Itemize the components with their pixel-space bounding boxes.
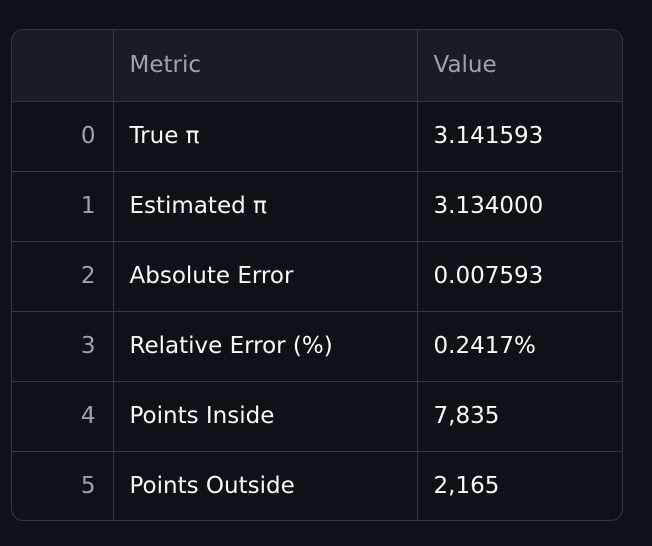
row-index: 4 <box>12 381 114 452</box>
row-index: 2 <box>12 241 114 312</box>
metrics-table: Metric Value 0 True π 3.141593 1 Estimat… <box>12 30 622 520</box>
table-row: 1 Estimated π 3.134000 <box>12 171 622 242</box>
metric-column-header[interactable]: Metric <box>113 30 418 102</box>
value-cell[interactable]: 2,165 <box>433 473 500 500</box>
table-row: 0 True π 3.141593 <box>12 101 622 172</box>
dataframe-container: Metric Value 0 True π 3.141593 1 Estimat… <box>11 29 623 521</box>
row-index: 1 <box>12 171 114 242</box>
header-row: Metric Value <box>12 30 622 102</box>
row-index: 3 <box>12 311 114 382</box>
value-cell[interactable]: 3.134000 <box>417 171 622 242</box>
row-index: 5 <box>12 451 114 520</box>
value-cell[interactable]: 3.141593 <box>417 101 622 172</box>
value-cell[interactable]: 0.007593 <box>417 241 622 312</box>
table-row: 5 Points Outside 2,165 <box>12 451 622 520</box>
metric-cell[interactable]: True π <box>113 101 418 172</box>
table-row: 2 Absolute Error 0.007593 <box>12 241 622 312</box>
value-column-header[interactable]: Value <box>417 30 622 102</box>
value-cell[interactable]: 0.2417% <box>417 311 622 382</box>
value-cell[interactable]: 7,835 <box>417 381 622 452</box>
metric-cell[interactable]: Relative Error (%) <box>113 311 418 382</box>
metric-cell[interactable]: Estimated π <box>113 171 418 242</box>
table-row: 3 Relative Error (%) 0.2417% <box>12 311 622 382</box>
table-row: 4 Points Inside 7,835 <box>12 381 622 452</box>
index-column-header[interactable] <box>12 30 114 102</box>
metric-cell[interactable]: Absolute Error <box>113 241 418 312</box>
row-index: 0 <box>12 101 114 172</box>
metric-cell[interactable]: Points Outside <box>113 451 418 520</box>
metric-cell[interactable]: Points Inside <box>113 381 418 452</box>
